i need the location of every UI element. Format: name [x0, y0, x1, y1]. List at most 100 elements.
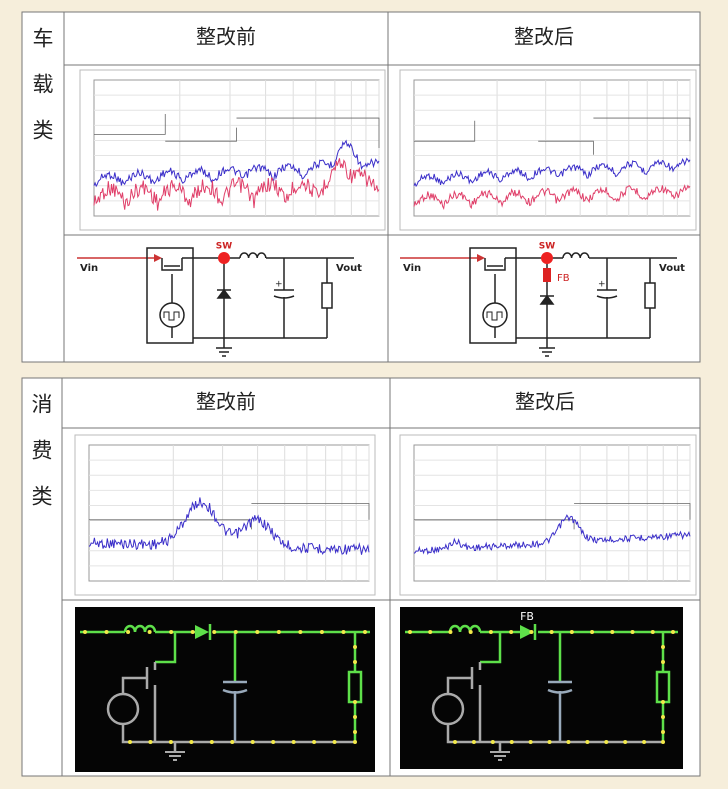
section-label-char: 类 — [33, 119, 54, 143]
node-dot — [353, 700, 357, 704]
node-dot — [271, 740, 276, 744]
node-dot — [549, 630, 554, 634]
wire — [494, 257, 677, 339]
spectrum-trace — [88, 497, 370, 556]
output-label: Vout — [336, 263, 362, 274]
consumer-circuit: FB — [400, 607, 683, 769]
node-dot — [650, 630, 655, 634]
column-heading: 整改前 — [196, 25, 256, 49]
switch-box — [469, 247, 517, 344]
diode — [195, 625, 209, 639]
spectrum-plot — [79, 69, 386, 231]
node-dot — [168, 740, 173, 744]
resistor — [321, 282, 333, 309]
wire — [121, 676, 355, 752]
switch-label: SW — [216, 242, 232, 252]
spectrum-trace — [413, 184, 691, 210]
node-dot — [528, 740, 533, 744]
limit-line — [574, 503, 691, 520]
node-dot — [147, 630, 152, 634]
inductor — [448, 624, 482, 633]
switch-node — [218, 252, 230, 264]
node-dot — [353, 740, 357, 744]
node-dot — [332, 740, 337, 744]
node-dot — [661, 660, 665, 664]
section-label-char: 车 — [33, 27, 54, 51]
node-dot — [250, 740, 255, 744]
plot-frame — [399, 69, 697, 231]
consumer-circuit — [75, 607, 375, 772]
capacitor — [222, 680, 248, 742]
ground — [216, 338, 232, 357]
node-dot — [319, 630, 324, 634]
node-dot — [83, 630, 87, 634]
plus: + — [598, 280, 606, 290]
node-dot — [341, 630, 346, 634]
pwm-wave — [486, 311, 503, 321]
node-dot — [291, 740, 296, 744]
plot-frame — [79, 69, 386, 231]
spectrum-plot — [74, 434, 376, 596]
node-dot — [104, 630, 109, 634]
node-dot — [230, 740, 235, 744]
spectrum-plot — [399, 434, 697, 596]
capacitor — [547, 680, 573, 742]
limit-line — [538, 140, 594, 155]
node-dot — [623, 740, 628, 744]
arrow-head — [477, 254, 485, 262]
mosfet — [484, 258, 506, 284]
wire — [171, 257, 354, 339]
plus: + — [275, 280, 283, 290]
node-dot — [569, 630, 574, 634]
capacitor — [273, 258, 295, 338]
mosfet — [466, 662, 482, 742]
column-heading: 整改后 — [514, 25, 574, 49]
section-label-char: 费 — [32, 439, 53, 463]
node-dot — [468, 630, 473, 634]
resistor — [644, 282, 656, 309]
node-dot — [488, 630, 493, 634]
node-dot — [453, 740, 457, 744]
node-dot — [661, 715, 665, 719]
switch-label: SW — [539, 242, 555, 252]
input-label: Vin — [80, 263, 98, 274]
input-label: Vin — [403, 263, 421, 274]
switch-node — [541, 252, 553, 264]
node-dot — [547, 740, 552, 744]
inductor — [123, 624, 157, 633]
node-dot — [661, 740, 665, 744]
section-label-char: 消 — [32, 393, 53, 417]
node-dot — [590, 630, 595, 634]
node-dot — [604, 740, 609, 744]
node-dot — [642, 740, 647, 744]
node-dot — [148, 740, 153, 744]
limit-line — [94, 114, 166, 135]
node-dot — [490, 740, 495, 744]
bead-label: FB — [557, 273, 570, 284]
arrow-head — [154, 254, 162, 262]
node-dot — [509, 630, 514, 634]
buck-circuit: Vin FB + SW Vout — [400, 242, 685, 357]
output-label: Vout — [659, 263, 685, 274]
inductor — [562, 252, 590, 259]
node-dot — [189, 740, 194, 744]
node-dot — [509, 740, 514, 744]
wire — [446, 676, 663, 752]
ground — [490, 751, 510, 761]
node-dot — [408, 630, 412, 634]
node-dot — [353, 715, 357, 719]
node-dot — [471, 740, 476, 744]
limit-line — [593, 117, 691, 142]
node-dot — [353, 660, 357, 664]
ferrite-bead — [543, 268, 551, 282]
node-dot — [566, 740, 571, 744]
node-dot — [312, 740, 317, 744]
node-dot — [233, 630, 238, 634]
plot-frame — [74, 434, 376, 596]
node-dot — [126, 630, 131, 634]
node-dot — [255, 630, 260, 634]
node-dot — [209, 740, 214, 744]
node-dot — [630, 630, 635, 634]
mosfet — [161, 258, 183, 284]
